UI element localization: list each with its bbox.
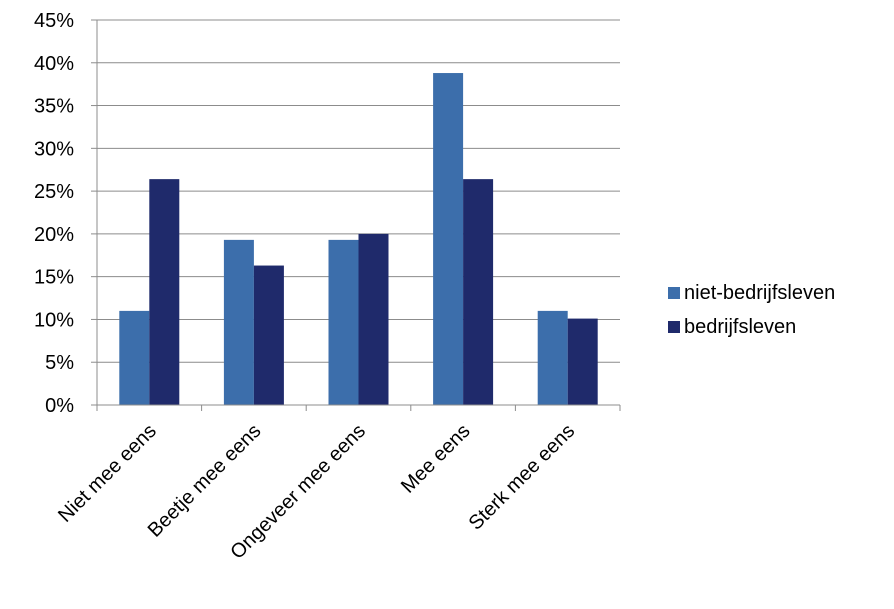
legend-label: niet-bedrijfsleven [684, 281, 836, 304]
bar [433, 73, 464, 406]
bar [149, 179, 180, 405]
bar [253, 265, 284, 405]
bar [358, 233, 389, 405]
y-tick-label: 40% [34, 53, 74, 75]
bar [223, 239, 254, 405]
y-tick-label: 5% [45, 352, 74, 374]
y-axis-ticks: 0% 5% 10% 15% 20% 25% 30% 35% 40% 45% [34, 10, 97, 417]
bar [567, 318, 598, 405]
bar [537, 310, 568, 405]
y-tick-label: 25% [34, 181, 74, 203]
y-tick-label: 20% [34, 224, 74, 246]
x-category-label: Beetje mee eens [144, 420, 266, 542]
legend-swatch [668, 287, 680, 299]
bars [119, 73, 598, 406]
y-tick-label: 45% [34, 10, 74, 32]
y-tick-label: 0% [45, 395, 74, 417]
legend-item-bedrijfsleven: bedrijfsleven [668, 310, 835, 344]
bar [119, 310, 150, 405]
y-tick-label: 15% [34, 267, 74, 289]
legend-label: bedrijfsleven [684, 315, 797, 338]
y-tick-label: 10% [34, 309, 74, 331]
legend-swatch [668, 321, 680, 333]
x-category-label: Mee eens [397, 420, 475, 498]
y-tick-label: 35% [34, 96, 74, 118]
gridlines [97, 19, 620, 363]
legend-item-niet-bedrijfsleven: niet-bedrijfsleven [668, 276, 835, 310]
axes [96, 20, 621, 411]
x-category-label: Sterk mee eens [465, 420, 580, 535]
y-tick-label: 30% [34, 138, 74, 160]
legend: niet-bedrijfsleven bedrijfsleven [668, 276, 835, 344]
x-category-label: Niet mee eens [54, 420, 161, 527]
bar [463, 179, 494, 405]
bar [328, 239, 359, 405]
